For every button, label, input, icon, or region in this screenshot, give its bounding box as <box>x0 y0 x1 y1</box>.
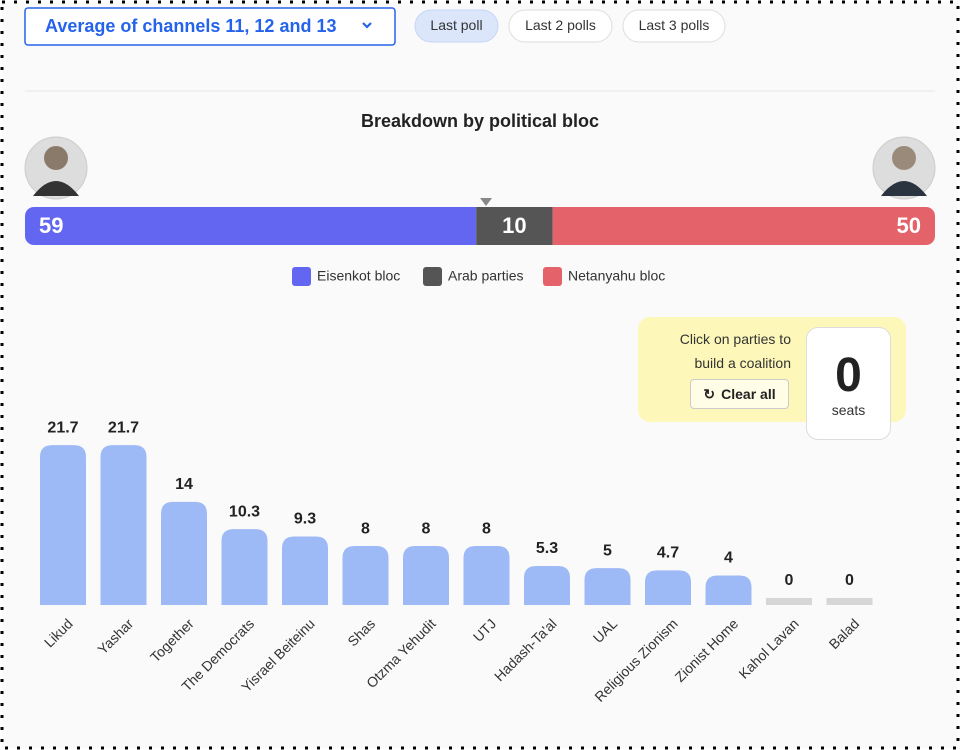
party-bar[interactable] <box>342 546 389 605</box>
dropdown-label: Average of channels 11, 12 and 13 <box>45 16 336 36</box>
avatar-face <box>892 146 916 170</box>
bloc-segment <box>476 207 553 245</box>
tab-label: Last 3 polls <box>639 17 710 33</box>
tab[interactable] <box>414 9 499 43</box>
value-label: 8 <box>482 520 491 537</box>
party-bar[interactable] <box>766 598 812 605</box>
avatar-body <box>33 181 79 196</box>
clear-button[interactable]: ↻ Clear all <box>690 379 789 409</box>
clear-label: Clear all <box>721 386 776 402</box>
seat-count: 0 <box>835 349 862 402</box>
legend-label: Netanyahu bloc <box>568 268 665 284</box>
value-label: 8 <box>422 520 431 537</box>
avatar-face <box>44 146 68 170</box>
bloc-value: 59 <box>39 213 63 238</box>
chevron <box>362 22 372 29</box>
avatar-body <box>881 181 927 196</box>
dropdown[interactable] <box>24 7 396 46</box>
value-label: 10.3 <box>229 503 260 520</box>
tab-label: Last poll <box>430 17 482 33</box>
value-label: 14 <box>175 476 193 493</box>
party-bar[interactable] <box>282 536 328 605</box>
party-bar[interactable] <box>705 575 752 605</box>
chart-title: Breakdown by political bloc <box>361 111 599 131</box>
party-bar[interactable] <box>221 529 268 605</box>
legend-label: Eisenkot bloc <box>317 268 400 284</box>
value-label: 21.7 <box>47 419 78 436</box>
legend-swatch <box>292 267 311 286</box>
party-bar[interactable] <box>100 445 147 605</box>
bloc-segment <box>552 207 935 245</box>
value-label: 0 <box>845 572 854 589</box>
legend-swatch <box>543 267 562 286</box>
value-label: 8 <box>361 520 370 537</box>
value-label: 0 <box>785 572 794 589</box>
party-bar[interactable] <box>463 546 510 605</box>
bloc-value: 10 <box>502 213 526 238</box>
value-label: 4 <box>724 550 733 567</box>
seat-box: 0 seats <box>806 327 891 440</box>
party-bar[interactable] <box>826 598 873 605</box>
majority-marker <box>480 198 492 206</box>
tab[interactable] <box>508 9 613 43</box>
reset-icon: ↻ <box>703 385 716 402</box>
value-label: 21.7 <box>108 419 139 436</box>
value-label: 5 <box>603 542 612 559</box>
bloc-value: 50 <box>897 213 921 238</box>
party-bar[interactable] <box>524 565 570 605</box>
party-bar[interactable] <box>403 546 449 605</box>
legend-label: Arab parties <box>448 268 523 284</box>
party-bar[interactable] <box>584 568 631 605</box>
value-label: 9.3 <box>294 511 316 528</box>
legend-swatch <box>423 267 442 286</box>
party-bar[interactable] <box>161 501 207 605</box>
bloc-segment <box>25 207 477 245</box>
party-bar[interactable] <box>40 445 86 605</box>
tab-label: Last 2 polls <box>525 17 596 33</box>
party-bar[interactable] <box>645 570 691 605</box>
value-label: 5.3 <box>536 540 558 557</box>
seat-unit: seats <box>831 402 866 418</box>
value-label: 4.7 <box>657 545 679 562</box>
coalition-prompt: Click on parties to build a coalition <box>679 331 791 371</box>
tab[interactable] <box>622 9 726 43</box>
